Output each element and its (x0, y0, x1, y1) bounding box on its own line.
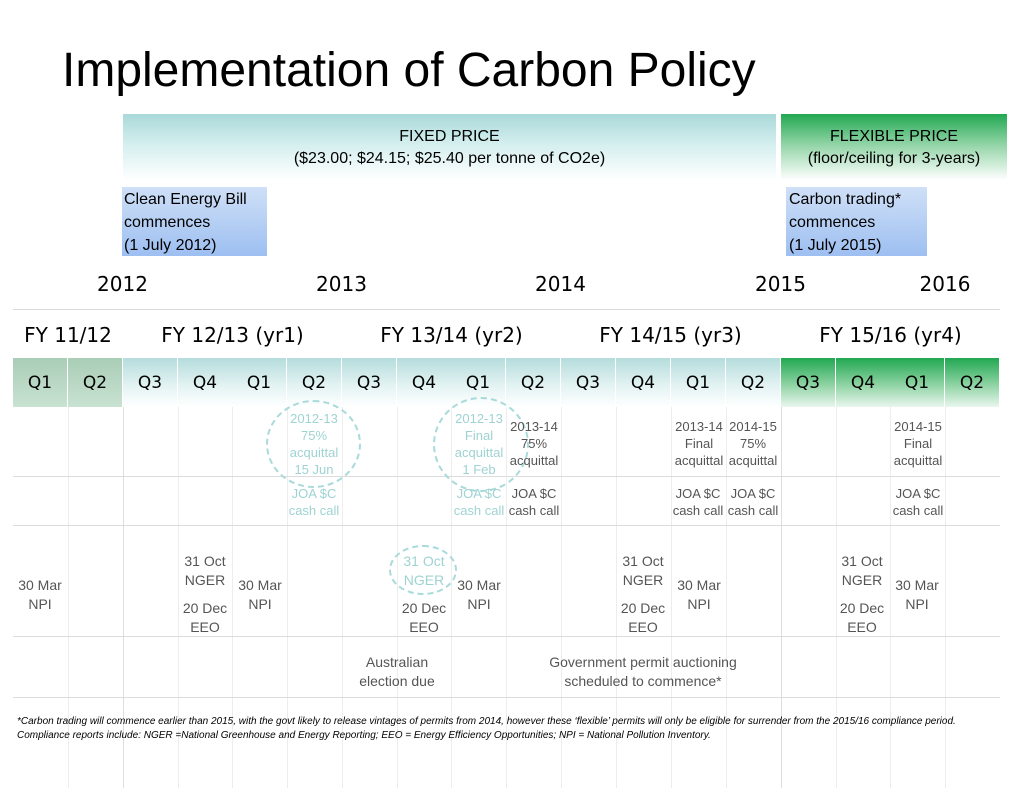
fiscal-year-cell: FY 15/16 (yr4) (819, 322, 962, 347)
quarter-cell: Q2 (287, 358, 342, 407)
permit-auction-event-note: Government permit auctioning scheduled to… (549, 654, 737, 689)
flexible-price-band: FLEXIBLE PRICE (floor/ceiling for 3-year… (781, 114, 1007, 180)
fixed-price-label: FIXED PRICE (399, 128, 500, 145)
eeo-report-note: 20 Dec EEO (182, 600, 228, 635)
eeo-report-note: 20 Dec EEO (839, 600, 885, 635)
acquittal-note: 2012-13 Final acquittal 1 Feb (454, 411, 504, 477)
year-cell: 2016 (919, 272, 971, 296)
year-cell: 2013 (316, 272, 367, 296)
fiscal-year-cell: FY 12/13 (yr1) (161, 322, 304, 347)
cash-call-note: JOA $C cash call (288, 486, 340, 518)
acquittal-note: 2014-15 75% acquittal (728, 419, 778, 468)
fixed-price-detail: ($23.00; $24.15; $25.40 per tonne of CO2… (293, 150, 606, 167)
quarter-cell: Q4 (616, 358, 671, 407)
clean-energy-bill-milestone: Clean Energy Bill commences (1 July 2012… (122, 187, 267, 256)
quarter-cell: Q4 (397, 358, 452, 407)
footnote-carbon-trading: *Carbon trading will commence earlier th… (17, 716, 956, 727)
fixed-price-band: FIXED PRICE ($23.00; $24.15; $25.40 per … (123, 114, 776, 180)
eeo-report-note: 20 Dec EEO (620, 600, 666, 635)
npi-report-note: 30 Mar NPI (677, 577, 721, 612)
grid-lines (13, 407, 1000, 788)
quarter-cell: Q1 (671, 358, 726, 407)
npi-report-note: 30 Mar NPI (895, 577, 939, 612)
flexible-price-detail: (floor/ceiling for 3-years) (807, 150, 981, 167)
cash-call-note: JOA $C cash call (672, 486, 724, 518)
year-cell: 2015 (755, 272, 806, 296)
quarter-cell: Q1 (890, 358, 945, 407)
cash-call-note: JOA $C cash call (508, 486, 560, 518)
highlight-circle (266, 400, 361, 488)
highlight-circle (389, 545, 457, 595)
quarter-cell: Q4 (836, 358, 891, 407)
cash-call-note: JOA $C cash call (453, 486, 505, 518)
nger-report-note: 31 Oct NGER (841, 553, 883, 588)
quarter-cell: Q3 (342, 358, 397, 407)
quarter-cell: Q2 (506, 358, 561, 407)
year-row: 2012 2013 2014 2015 2016 (13, 259, 1000, 309)
highlight-circle (433, 397, 529, 492)
quarter-cell: Q2 (945, 358, 1000, 407)
fiscal-year-row: FY 11/12 FY 12/13 (yr1) FY 13/14 (yr2) F… (13, 309, 1000, 359)
page-title: Implementation of Carbon Policy (62, 44, 756, 97)
fiscal-year-cell: FY 13/14 (yr2) (380, 322, 523, 347)
cash-call-note: JOA $C cash call (727, 486, 779, 518)
year-cell: 2014 (535, 272, 586, 296)
acquittal-note: 2012-13 75% acquittal 15 Jun (289, 411, 339, 477)
fiscal-year-cell: FY 14/15 (yr3) (599, 322, 742, 347)
flexible-price-label: FLEXIBLE PRICE (829, 128, 959, 145)
npi-report-note: 30 Mar NPI (18, 577, 62, 612)
carbon-trading-milestone: Carbon trading* commences (1 July 2015) (786, 187, 927, 256)
nger-report-note: 31 Oct NGER (184, 553, 226, 588)
quarter-cell: Q1 (13, 358, 68, 407)
nger-report-note: 31 Oct NGER (403, 553, 445, 588)
fiscal-year-cell: FY 11/12 (24, 322, 112, 347)
eeo-report-note: 20 Dec EEO (401, 600, 447, 635)
quarter-cell: Q3 (123, 358, 178, 407)
election-event-note: Australian election due (359, 654, 435, 689)
acquittal-note: 2013-14 Final acquittal (674, 419, 724, 468)
quarter-cell: Q4 (178, 358, 233, 407)
quarter-cell: Q2 (68, 358, 123, 407)
quarter-cell: Q3 (781, 358, 836, 407)
footnote-compliance-reports: Compliance reports include: NGER =Nation… (17, 730, 711, 741)
npi-report-note: 30 Mar NPI (238, 577, 282, 612)
quarter-row: Q1 Q2 Q3 Q4 Q1 Q2 Q3 Q4 Q1 Q2 Q3 Q4 Q1 Q… (13, 358, 1000, 407)
footnotes: *Carbon trading will commence earlier th… (17, 715, 1007, 743)
acquittal-note: 2014-15 Final acquittal (893, 419, 943, 468)
quarter-cell: Q3 (561, 358, 616, 407)
npi-report-note: 30 Mar NPI (457, 577, 501, 612)
cash-call-note: JOA $C cash call (892, 486, 944, 518)
year-cell: 2012 (97, 272, 148, 296)
quarter-cell: Q2 (726, 358, 781, 407)
quarter-cell: Q1 (232, 358, 287, 407)
acquittal-note: 2013-14 75% acquittal (509, 419, 559, 468)
nger-report-note: 31 Oct NGER (622, 553, 664, 588)
